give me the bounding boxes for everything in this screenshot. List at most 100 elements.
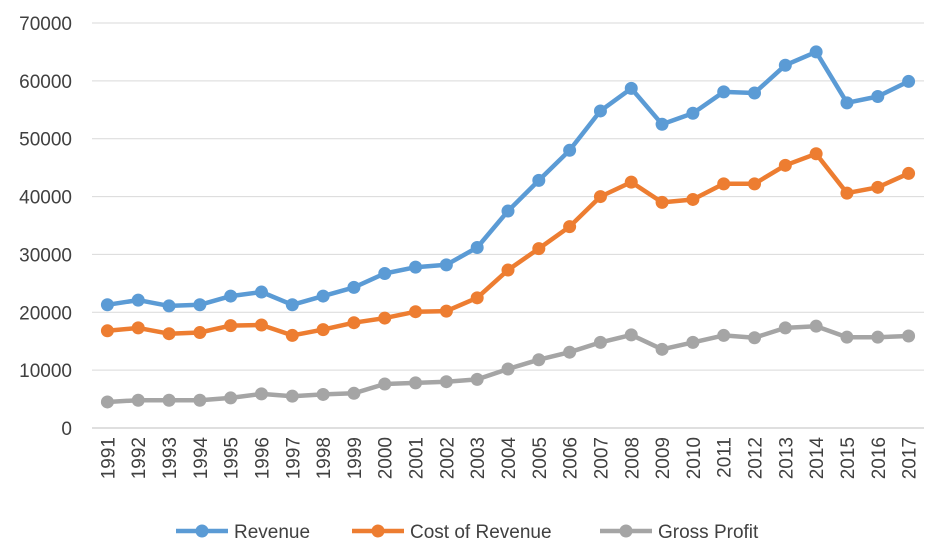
data-point-cost-of-revenue [624,175,638,189]
legend-swatch-marker [371,524,385,538]
legend: Revenue Cost of Revenue Gross Profit [176,522,759,543]
data-point-revenue [717,85,731,99]
x-tick-label: 1998 [314,437,335,479]
x-tick-label: 1997 [283,437,304,479]
series-revenue [100,45,916,313]
y-tick-label: 30000 [19,245,72,266]
data-point-gross-profit [100,395,114,409]
data-point-cost-of-revenue [409,305,423,319]
data-point-revenue [563,143,577,157]
x-tick-label: 1991 [98,437,119,479]
data-point-gross-profit [717,328,731,342]
data-point-revenue [902,74,916,88]
gridlines [92,22,924,429]
data-point-gross-profit [655,342,669,356]
x-axis-tick-labels: 1991 1992 1993 1994 1995 1996 1997 1998 1999 2000… [98,437,920,480]
x-tick-label: 2008 [622,437,643,479]
x-tick-label: 2015 [838,437,859,479]
x-tick-label: 2010 [684,437,705,479]
data-point-revenue [470,240,484,254]
legend-item-revenue: Revenue [176,522,310,543]
data-point-gross-profit [686,335,700,349]
data-point-cost-of-revenue [593,190,607,204]
data-point-cost-of-revenue [316,323,330,337]
y-tick-label: 10000 [19,361,72,382]
data-point-cost-of-revenue [285,328,299,342]
y-tick-label: 0 [61,419,72,440]
data-point-cost-of-revenue [778,158,792,172]
data-point-gross-profit [254,387,268,401]
data-point-revenue [409,260,423,274]
x-tick-label: 2016 [869,437,890,479]
data-point-gross-profit [748,331,762,345]
data-point-revenue [254,285,268,299]
x-tick-label: 2007 [591,437,612,479]
data-point-revenue [748,86,762,100]
data-point-gross-profit [409,376,423,390]
y-tick-label: 20000 [19,303,72,324]
legend-label: Cost of Revenue [410,522,552,543]
legend-swatch-marker [195,524,209,538]
data-point-cost-of-revenue [162,327,176,341]
data-point-cost-of-revenue [439,304,453,318]
data-point-revenue [100,298,114,312]
y-tick-label: 60000 [19,72,72,93]
x-tick-label: 2014 [807,437,828,480]
data-point-revenue [347,280,361,294]
data-point-revenue [871,89,885,103]
series-group [100,45,916,409]
data-point-cost-of-revenue [655,195,669,209]
x-tick-label: 1996 [252,437,273,479]
x-tick-label: 2012 [746,437,767,479]
y-axis-tick-labels: 0 10000 20000 30000 40000 50000 60000 70000 [19,14,72,440]
data-point-gross-profit [162,393,176,407]
x-tick-label: 2005 [530,437,551,479]
x-tick-label: 1999 [345,437,366,479]
x-tick-label: 1994 [191,437,212,480]
data-point-gross-profit [624,328,638,342]
legend-item-gross-profit: Gross Profit [600,522,759,543]
x-tick-label: 2013 [776,437,797,479]
data-point-gross-profit [593,335,607,349]
x-tick-label: 2001 [407,437,428,479]
data-point-gross-profit [316,387,330,401]
x-tick-label: 2004 [499,437,520,480]
data-point-revenue [224,289,238,303]
data-point-cost-of-revenue [717,177,731,191]
data-point-revenue [285,298,299,312]
data-point-gross-profit [871,330,885,344]
x-tick-label: 2006 [561,437,582,479]
data-point-revenue [809,45,823,59]
legend-label: Revenue [234,522,310,543]
data-point-gross-profit [470,372,484,386]
data-point-gross-profit [501,362,515,376]
data-point-cost-of-revenue [378,311,392,325]
x-tick-label: 2003 [468,437,489,479]
y-tick-label: 50000 [19,130,72,151]
data-point-cost-of-revenue [347,316,361,330]
data-point-gross-profit [902,329,916,343]
data-point-revenue [840,96,854,110]
x-tick-label: 2011 [715,437,736,478]
data-point-cost-of-revenue [224,319,238,333]
series-cost-of-revenue [100,147,916,342]
data-point-cost-of-revenue [254,318,268,332]
data-point-gross-profit [378,377,392,391]
data-point-gross-profit [224,391,238,405]
data-point-cost-of-revenue [748,177,762,191]
data-point-cost-of-revenue [902,166,916,180]
data-point-cost-of-revenue [193,326,207,340]
data-point-cost-of-revenue [470,291,484,305]
data-point-gross-profit [131,393,145,407]
data-point-gross-profit [285,389,299,403]
data-point-gross-profit [809,319,823,333]
data-point-revenue [686,106,700,120]
data-point-gross-profit [193,393,207,407]
data-point-cost-of-revenue [131,321,145,335]
data-point-gross-profit [563,345,577,359]
y-tick-label: 40000 [19,188,72,209]
legend-swatch-marker [619,524,633,538]
data-point-gross-profit [778,321,792,335]
data-point-revenue [131,293,145,307]
x-tick-label: 1992 [129,437,150,479]
